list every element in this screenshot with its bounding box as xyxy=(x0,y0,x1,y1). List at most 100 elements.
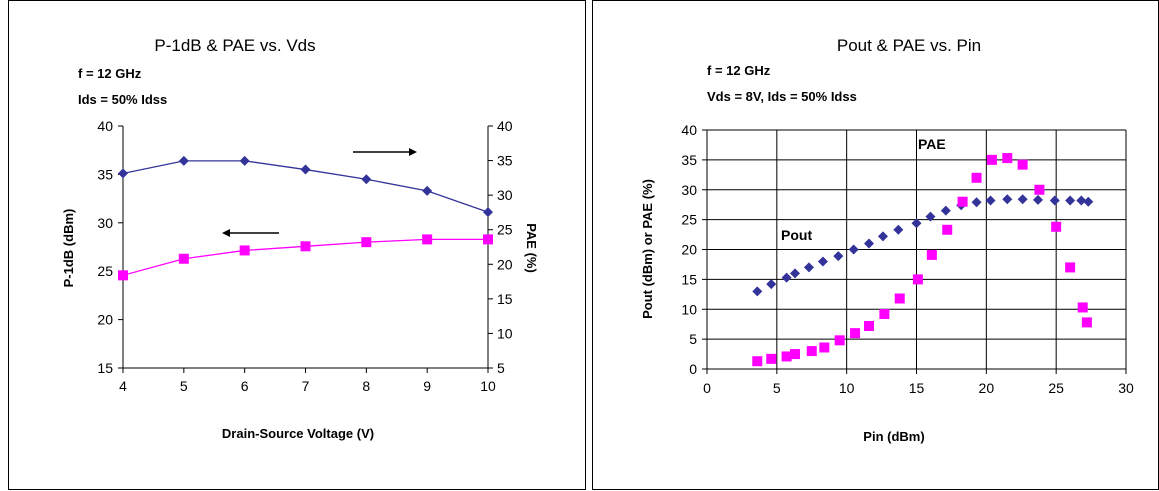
data-point-pout xyxy=(766,279,777,290)
data-point-series-1 xyxy=(118,168,128,179)
data-point-pout xyxy=(877,231,888,242)
data-point-series-2 xyxy=(178,253,189,264)
data-point-series-1 xyxy=(178,155,189,166)
y2-axis-label: PAE (%) xyxy=(524,223,539,273)
data-point-pout xyxy=(911,218,922,229)
x-tick-label: 10 xyxy=(480,378,496,394)
annotation-pae: PAE xyxy=(918,136,946,152)
data-point-pae xyxy=(766,353,777,364)
y-tick-label: 40 xyxy=(681,122,697,138)
x-tick-label: 5 xyxy=(773,380,781,396)
chart-subtitle-line-2: Vds = 8V, Ids = 50% Idss xyxy=(707,89,857,104)
data-point-pae xyxy=(1051,221,1062,232)
data-point-pae xyxy=(819,342,830,353)
data-point-pae xyxy=(986,154,997,165)
data-point-pout xyxy=(1065,195,1076,206)
data-point-pae xyxy=(789,349,800,360)
data-point-series-2 xyxy=(118,270,128,281)
data-point-pout xyxy=(781,272,792,283)
chart-left: P-1dB & PAE vs. Vds f = 12 GHz Ids = 50%… xyxy=(61,36,539,441)
chart-right: Pout & PAE vs. Pin f = 12 GHz Vds = 8V, … xyxy=(640,36,1134,444)
data-point-pout xyxy=(1002,194,1013,205)
annotation-pout: Pout xyxy=(781,227,812,243)
y2-tick-label: 5 xyxy=(497,360,505,376)
data-point-pout xyxy=(940,205,951,216)
data-point-series-2 xyxy=(239,245,250,256)
data-point-pout xyxy=(1033,194,1044,205)
data-point-pout xyxy=(1076,195,1087,206)
y-tick-label: 40 xyxy=(97,118,113,134)
data-point-pae xyxy=(926,249,937,260)
data-point-pout xyxy=(752,286,763,297)
data-point-pae xyxy=(1034,184,1045,195)
plot-marks xyxy=(118,155,493,281)
data-point-series-2 xyxy=(361,237,372,248)
chart-subtitle-line-1: f = 12 GHz xyxy=(78,66,142,81)
y2-tick-label: 20 xyxy=(497,256,513,272)
data-point-pout xyxy=(1083,196,1094,207)
data-point-pae xyxy=(879,309,890,320)
y-tick-label: 35 xyxy=(97,166,113,182)
y-tick-label: 0 xyxy=(689,361,697,377)
x-tick-label: 7 xyxy=(302,378,310,394)
data-point-pae xyxy=(806,346,817,357)
data-point-series-2 xyxy=(422,234,433,245)
x-tick-label: 9 xyxy=(423,378,431,394)
data-point-series-1 xyxy=(300,164,311,175)
data-point-pout xyxy=(971,197,982,208)
x-tick-label: 15 xyxy=(909,380,925,396)
data-point-pae xyxy=(971,172,982,183)
y-tick-label: 25 xyxy=(97,263,113,279)
data-point-pae xyxy=(942,224,953,235)
arrow-right-indicator xyxy=(353,148,417,156)
y-tick-label: 25 xyxy=(681,212,697,228)
x-tick-label: 10 xyxy=(839,380,855,396)
data-point-pae xyxy=(752,356,763,367)
y-tick-label: 15 xyxy=(681,271,697,287)
data-point-series-2 xyxy=(300,241,311,252)
axes: 0 5 10 15 20 25 30 35 40 0 5 10 15 20 25 30 xyxy=(681,122,1134,396)
y-tick-label: 5 xyxy=(689,331,697,347)
x-axis-label: Drain-Source Voltage (V) xyxy=(222,426,374,441)
y-axis-label: P-1dB (dBm) xyxy=(61,209,76,288)
chart-panel-right: Pout & PAE vs. Pin f = 12 GHz Vds = 8V, … xyxy=(592,0,1159,490)
chart-title: Pout & PAE vs. Pin xyxy=(837,36,981,55)
chart-panel-left: P-1dB & PAE vs. Vds f = 12 GHz Ids = 50%… xyxy=(8,0,586,490)
data-point-pae xyxy=(864,320,875,331)
y-axis-label: Pout (dBm) or PAE (%) xyxy=(640,179,655,319)
y2-tick-label: 15 xyxy=(497,291,513,307)
data-point-pout xyxy=(925,211,936,222)
y-tick-label: 10 xyxy=(681,301,697,317)
y-tick-label: 20 xyxy=(97,312,113,328)
data-point-pout xyxy=(893,224,904,235)
data-point-pae xyxy=(1017,159,1028,170)
y-tick-label: 35 xyxy=(681,152,697,168)
data-point-pout xyxy=(985,195,996,206)
y-tick-label: 20 xyxy=(681,242,697,258)
data-point-pout xyxy=(833,251,844,262)
data-point-pae xyxy=(850,328,861,339)
data-point-series-1 xyxy=(483,207,493,218)
y-tick-label: 30 xyxy=(681,182,697,198)
x-tick-label: 6 xyxy=(241,378,249,394)
data-point-series-2 xyxy=(483,234,493,245)
data-point-pout xyxy=(817,256,828,267)
data-point-series-1 xyxy=(361,174,372,185)
x-tick-label: 25 xyxy=(1048,380,1064,396)
y2-tick-label: 25 xyxy=(497,222,513,238)
y2-tick-label: 30 xyxy=(497,187,513,203)
data-point-pae xyxy=(912,274,923,285)
y2-tick-label: 35 xyxy=(497,153,513,169)
data-point-series-1 xyxy=(239,155,250,166)
x-tick-label: 8 xyxy=(362,378,370,394)
data-point-pae xyxy=(1081,317,1092,328)
data-point-pout xyxy=(803,262,814,273)
data-point-pout xyxy=(789,268,800,279)
arrow-left-indicator xyxy=(222,229,279,237)
y2-tick-label: 10 xyxy=(497,325,513,341)
x-tick-label: 5 xyxy=(180,378,188,394)
data-point-pae xyxy=(1065,262,1076,273)
x-tick-label: 4 xyxy=(119,378,127,394)
data-point-pae xyxy=(957,196,968,207)
